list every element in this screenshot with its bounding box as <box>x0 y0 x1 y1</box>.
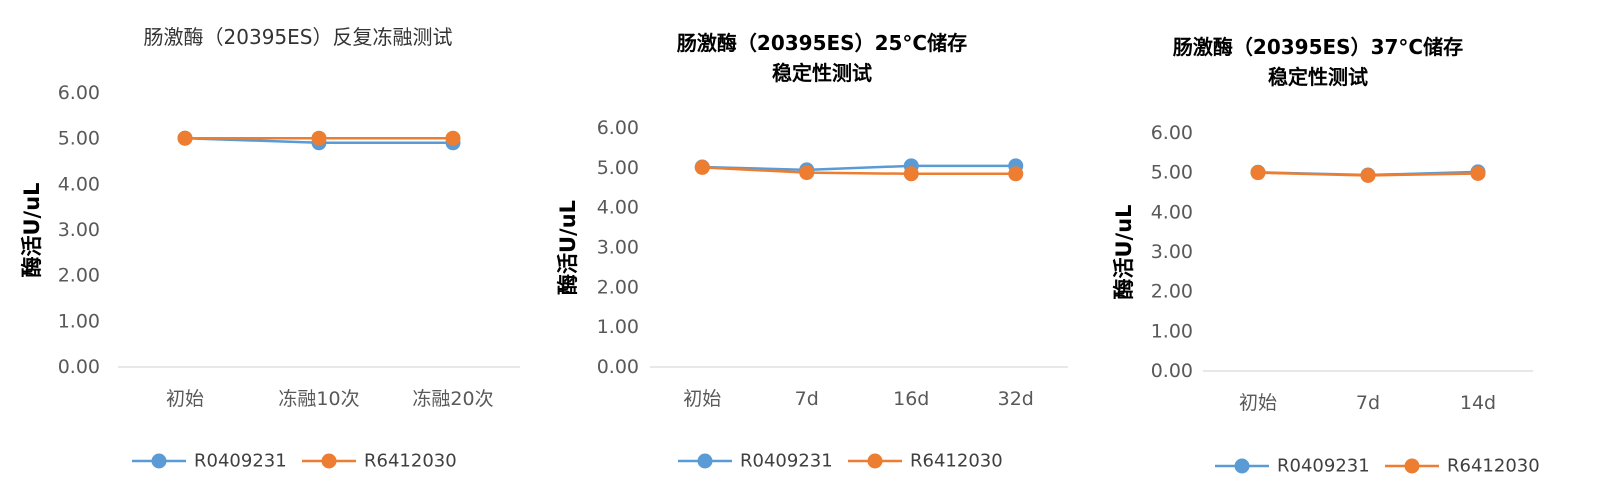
legend-marker-icon <box>321 453 337 469</box>
y-tick-label: 6.00 <box>1151 122 1193 144</box>
y-tick-label: 5.00 <box>597 157 639 179</box>
y-tick-label: 0.00 <box>1151 360 1193 382</box>
y-tick-label: 6.00 <box>58 82 100 104</box>
y-tick-label: 3.00 <box>58 219 100 241</box>
y-tick-label: 2.00 <box>597 276 639 298</box>
x-tick-label: 7d <box>795 388 819 410</box>
legend-label: R0409231 <box>1277 456 1370 477</box>
y-tick-label: 4.00 <box>58 173 100 195</box>
y-axis-label: 酶活U/uL <box>1112 204 1136 299</box>
x-tick-label: 14d <box>1460 392 1496 414</box>
data-point-R6412030 <box>1008 166 1024 182</box>
y-axis-label: 酶活U/uL <box>556 200 580 295</box>
data-point-R6412030 <box>445 130 461 146</box>
legend-marker-icon <box>1404 458 1420 474</box>
legend-label: R6412030 <box>364 451 457 472</box>
chart-title-line: 稳定性测试 <box>1268 65 1368 89</box>
y-tick-label: 3.00 <box>597 237 639 259</box>
y-tick-label: 5.00 <box>1151 162 1193 184</box>
chart-title-line: 肠激酶（20395ES）25°C储存 <box>677 31 967 55</box>
x-tick-label: 7d <box>1356 392 1380 414</box>
legend-marker-icon <box>697 453 713 469</box>
y-tick-label: 2.00 <box>1151 281 1193 303</box>
legend-item-R0409231: R0409231 <box>678 451 833 472</box>
legend-item-R0409231: R0409231 <box>1215 456 1370 477</box>
x-tick-label: 初始 <box>166 388 204 410</box>
y-tick-label: 4.00 <box>1151 201 1193 223</box>
legend-item-R6412030: R6412030 <box>848 451 1003 472</box>
legend-label: R6412030 <box>1447 456 1540 477</box>
legend-item-R6412030: R6412030 <box>302 451 457 472</box>
legend-label: R0409231 <box>194 451 287 472</box>
x-tick-label: 初始 <box>683 388 721 410</box>
x-tick-label: 冻融20次 <box>412 388 493 410</box>
y-tick-label: 5.00 <box>58 128 100 150</box>
legend-item-R0409231: R0409231 <box>132 451 287 472</box>
chart-title-line: 稳定性测试 <box>772 61 872 85</box>
y-tick-label: 2.00 <box>58 265 100 287</box>
y-tick-label: 0.00 <box>58 356 100 378</box>
data-point-R6412030 <box>177 130 193 146</box>
y-tick-label: 1.00 <box>1151 320 1193 342</box>
y-tick-label: 6.00 <box>597 117 639 139</box>
x-tick-label: 初始 <box>1239 392 1277 414</box>
y-tick-label: 4.00 <box>597 197 639 219</box>
x-tick-label: 16d <box>893 388 929 410</box>
y-tick-label: 3.00 <box>1151 241 1193 263</box>
data-point-R6412030 <box>1250 165 1266 181</box>
legend-label: R6412030 <box>910 451 1003 472</box>
data-point-R6412030 <box>694 159 710 175</box>
legend-item-R6412030: R6412030 <box>1385 456 1540 477</box>
y-tick-label: 1.00 <box>597 316 639 338</box>
y-axis-label: 酶活U/uL <box>20 182 44 277</box>
y-tick-label: 0.00 <box>597 356 639 378</box>
x-tick-label: 32d <box>998 388 1034 410</box>
data-point-R6412030 <box>1470 165 1486 181</box>
data-point-R6412030 <box>903 166 919 182</box>
legend-label: R0409231 <box>740 451 833 472</box>
data-point-R6412030 <box>1360 167 1376 183</box>
chart-title-line: 肠激酶（20395ES）37°C储存 <box>1173 35 1463 59</box>
series-line-R6412030 <box>702 166 1016 176</box>
data-point-R6412030 <box>311 130 327 146</box>
legend-marker-icon <box>1234 458 1250 474</box>
legend-marker-icon <box>151 453 167 469</box>
series-line-R0409231 <box>702 164 1016 172</box>
x-tick-label: 冻融10次 <box>278 388 359 410</box>
chart-title-line: 肠激酶（20395ES）反复冻融测试 <box>144 25 453 49</box>
y-tick-label: 1.00 <box>58 310 100 332</box>
legend-marker-icon <box>867 453 883 469</box>
data-point-R6412030 <box>799 165 815 181</box>
